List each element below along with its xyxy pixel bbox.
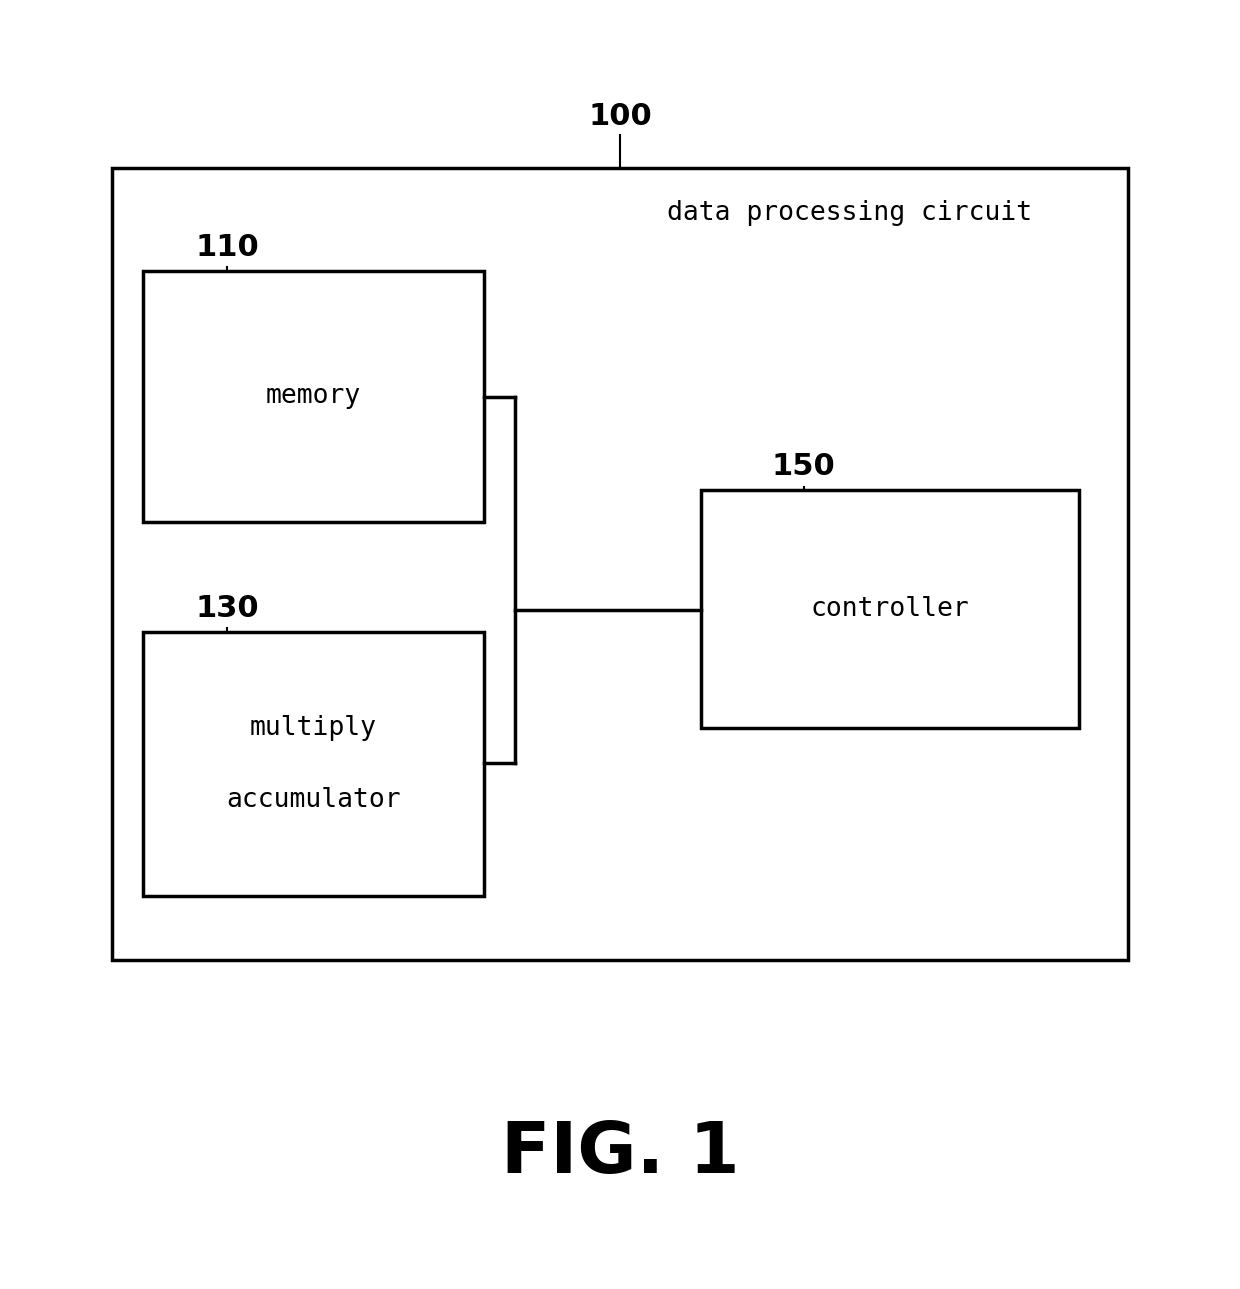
Text: 100: 100	[588, 102, 652, 130]
Text: FIG. 1: FIG. 1	[501, 1119, 739, 1188]
Text: controller: controller	[810, 596, 970, 623]
Text: 130: 130	[195, 594, 259, 623]
Text: 150: 150	[771, 452, 836, 481]
Bar	[143, 271, 484, 522]
Text: 110: 110	[195, 233, 259, 262]
Bar	[143, 632, 484, 896]
Bar	[112, 168, 1128, 960]
Text: multiply: multiply	[249, 714, 377, 741]
Text: accumulator: accumulator	[226, 786, 401, 813]
Bar	[701, 490, 1079, 728]
Text: data processing circuit: data processing circuit	[667, 200, 1032, 226]
Text: memory: memory	[265, 383, 361, 410]
